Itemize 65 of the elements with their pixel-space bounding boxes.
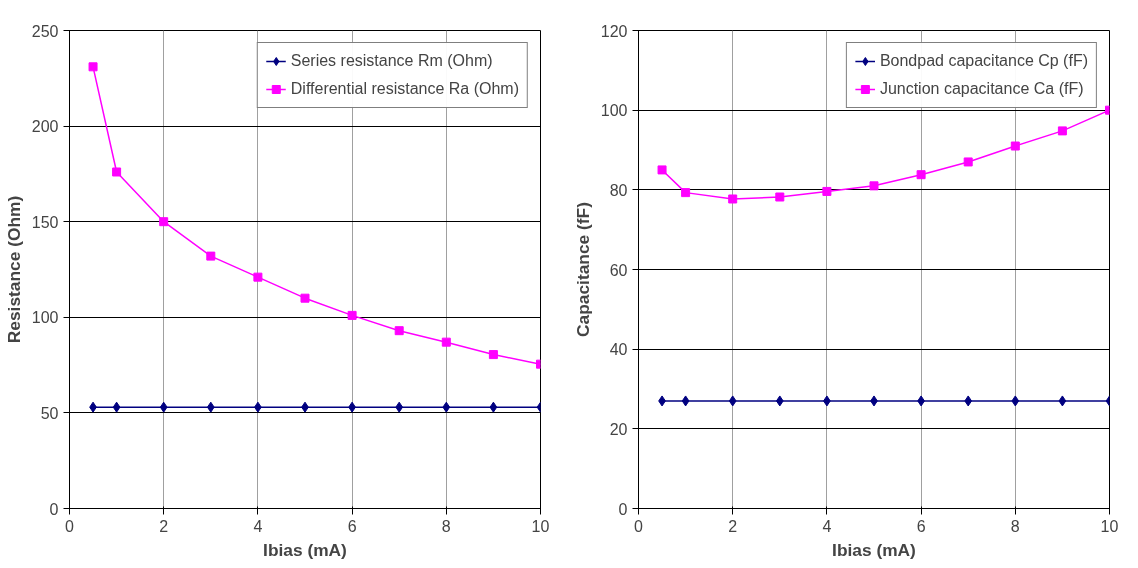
x-tick-label: 4 [253,517,263,535]
point [775,395,784,407]
point [681,188,691,198]
y-tick-label: 100 [600,102,628,120]
legend-label: Bondpad capacitance Cp (fF) [879,52,1088,70]
point [206,401,215,413]
x-tick-label: 0 [65,517,75,535]
point [112,401,121,413]
x-tick-label: 0 [634,517,644,535]
point [916,170,926,180]
point [681,395,690,407]
point [728,395,737,407]
x-tick-label: 8 [441,517,451,535]
x-tick-label: 8 [1010,517,1020,535]
point [347,310,357,320]
point [728,194,738,204]
point [394,326,404,336]
point [300,293,310,303]
x-tick-label: 6 [916,517,926,535]
x-axis-title: Ibias (mA) [263,539,347,560]
x-tick-label: 2 [159,517,169,535]
y-tick-label: 80 [609,181,628,199]
y-axis-title: Capacitance (fF) [572,202,593,337]
point [88,62,98,72]
point [1057,126,1067,136]
y-tick-label: 0 [618,500,628,518]
legend-label: Differential resistance Ra (Ohm) [290,80,519,98]
x-tick-label: 10 [531,517,550,535]
point [964,395,973,407]
y-tick-label: 50 [40,404,59,422]
legend-label: Series resistance Rm (Ohm) [290,52,493,70]
y-tick-label: 40 [609,341,628,359]
y-tick-label: 150 [31,213,59,231]
point [1010,141,1020,151]
y-tick-label: 0 [49,500,59,518]
point [775,192,785,202]
point [963,157,973,167]
point [112,167,122,177]
y-axis-title: Resistance (Ohm) [3,195,24,344]
point [869,181,879,191]
y-tick-label: 200 [31,118,59,136]
x-tick-label: 6 [347,517,357,535]
y-tick-label: 120 [600,22,628,40]
point [441,337,451,347]
y-tick-label: 100 [31,309,59,327]
point [395,401,404,413]
point [442,401,451,413]
x-tick-label: 2 [728,517,738,535]
y-tick-label: 20 [609,420,628,438]
point [159,217,169,227]
point [657,165,667,175]
point [1011,395,1020,407]
x-tick-label: 10 [1100,517,1119,535]
legend-label: Junction capacitance Ca (fF) [879,80,1084,98]
point [489,401,498,413]
point [822,186,832,196]
x-tick-label: 4 [822,517,832,535]
y-tick-label: 60 [609,261,628,279]
point [253,272,263,282]
x-axis-title: Ibias (mA) [832,539,916,560]
point [1058,395,1067,407]
y-tick-label: 250 [31,22,59,40]
point [206,251,216,261]
point [159,401,168,413]
point [488,350,498,360]
